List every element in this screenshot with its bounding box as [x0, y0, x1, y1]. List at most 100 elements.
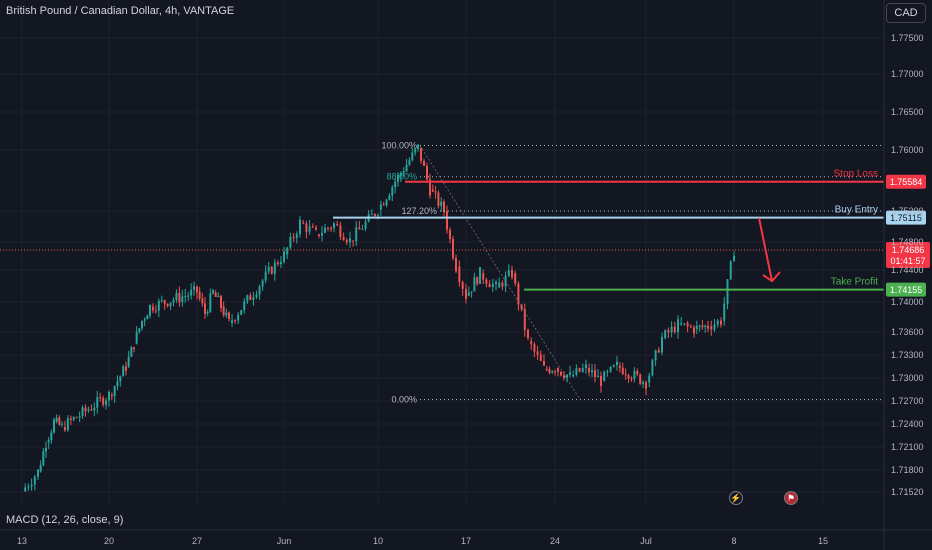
- candle-body: [648, 375, 651, 383]
- candle-body: [125, 366, 127, 371]
- candle-body: [113, 386, 116, 397]
- candle-body: [127, 356, 130, 367]
- candle-body: [498, 282, 501, 288]
- candle: [69, 415, 72, 426]
- candle-body: [53, 419, 55, 433]
- candle-body: [720, 320, 722, 325]
- candle: [470, 291, 473, 298]
- candle-body: [408, 160, 411, 165]
- candle: [563, 371, 565, 381]
- candle: [452, 235, 454, 261]
- candle: [157, 298, 160, 317]
- candle-body: [523, 309, 526, 331]
- candle: [339, 222, 342, 241]
- candle: [394, 178, 397, 194]
- price-axis: 1.77500 1.77000 1.76500 1.76000 1.75200 1.748…: [891, 33, 924, 497]
- candle-body: [423, 160, 425, 166]
- currency-button[interactable]: CAD: [886, 3, 926, 23]
- candle-body: [612, 365, 615, 367]
- candle-body: [429, 179, 431, 196]
- lightning-icon[interactable]: ⚡: [729, 491, 743, 505]
- level-name: Stop Loss: [834, 169, 878, 180]
- candle-body: [695, 325, 698, 329]
- candle: [110, 392, 113, 401]
- price-tick-label: 1.74400: [891, 265, 924, 275]
- candle: [345, 237, 348, 245]
- trade-levels: Stop Loss 1.75584 Buy Entry 1.75115 Take Pro…: [333, 169, 926, 297]
- candle: [295, 231, 298, 244]
- candle: [255, 290, 258, 300]
- candle: [536, 345, 539, 360]
- candle-body: [193, 286, 196, 290]
- candle: [72, 416, 75, 422]
- candle: [50, 429, 53, 444]
- candle: [710, 320, 713, 336]
- time-tick-label: Jul: [640, 536, 652, 546]
- candle: [716, 318, 719, 328]
- candle-body: [24, 487, 27, 492]
- candle: [273, 258, 276, 281]
- candle-body: [575, 368, 578, 375]
- fibonacci: 100.00% 88.00% 127.20% 0.00%: [381, 140, 882, 404]
- candle-body: [169, 302, 172, 307]
- candle: [53, 417, 55, 434]
- candle-body: [222, 306, 225, 316]
- candle: [90, 404, 93, 412]
- candle-body: [642, 382, 645, 384]
- candle: [391, 184, 394, 202]
- candle: [55, 414, 58, 424]
- candle-body: [37, 469, 39, 477]
- candle-body: [276, 262, 279, 265]
- candle: [417, 144, 419, 152]
- candle: [455, 254, 457, 273]
- candle-body: [633, 370, 636, 379]
- candle: [370, 209, 373, 216]
- candle: [361, 224, 364, 231]
- candle-body: [299, 219, 301, 234]
- candle: [190, 283, 193, 300]
- candle-body: [591, 370, 593, 373]
- candle-body: [69, 418, 72, 420]
- candle-body: [163, 300, 166, 304]
- candle: [729, 260, 732, 281]
- candle: [187, 291, 190, 301]
- candle-body: [175, 293, 178, 300]
- candle-body: [264, 271, 267, 281]
- candle: [498, 277, 501, 288]
- time-tick-label: 10: [373, 536, 383, 546]
- level-price-tag: [886, 282, 926, 297]
- candle-body: [437, 192, 440, 206]
- candle-body: [485, 279, 488, 284]
- candle-body: [84, 407, 87, 412]
- candle-body: [434, 191, 437, 193]
- candle: [299, 215, 301, 238]
- candle-body: [476, 277, 479, 284]
- candle: [569, 365, 571, 378]
- candle: [520, 304, 523, 312]
- candle-body: [358, 227, 361, 230]
- fib-trend-line: [419, 145, 581, 400]
- time-tick-label: 27: [192, 536, 202, 546]
- candle: [673, 321, 676, 334]
- candle-body: [639, 374, 642, 384]
- candle-body: [108, 391, 110, 401]
- flag-icon[interactable]: ⚑: [784, 491, 798, 505]
- candle: [184, 288, 187, 303]
- candle-body: [270, 267, 273, 274]
- candle: [258, 284, 261, 300]
- candle: [81, 405, 84, 420]
- candle-body: [520, 304, 523, 310]
- candle-body: [670, 326, 673, 333]
- candle-body: [455, 257, 457, 272]
- time-tick-label: 24: [550, 536, 560, 546]
- candle-body: [411, 152, 414, 161]
- candle-body: [693, 327, 695, 334]
- candle: [349, 231, 351, 248]
- candle: [437, 190, 440, 209]
- candle: [495, 279, 497, 291]
- time-tick-label: Jun: [277, 536, 292, 546]
- candle: [642, 380, 645, 388]
- macd-indicator-label[interactable]: MACD (12, 26, close, 9): [6, 514, 124, 526]
- candle-body: [402, 171, 405, 173]
